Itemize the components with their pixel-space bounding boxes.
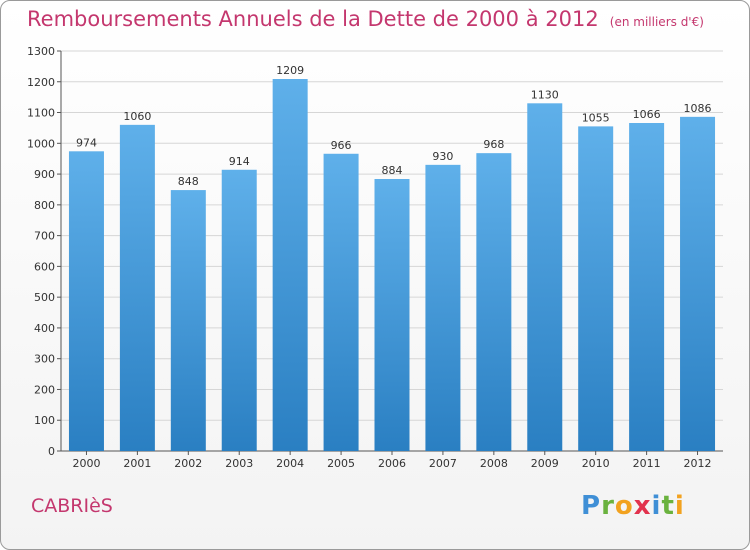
bar bbox=[476, 153, 512, 451]
data-label: 1086 bbox=[684, 102, 712, 115]
logo-letter: i bbox=[651, 491, 662, 521]
y-tick-label: 1100 bbox=[27, 107, 55, 120]
data-label: 848 bbox=[178, 175, 199, 188]
x-tick-label: 2003 bbox=[225, 457, 253, 470]
data-label: 884 bbox=[382, 164, 403, 177]
y-tick-label: 1000 bbox=[27, 137, 55, 150]
x-tick-label: 2000 bbox=[72, 457, 100, 470]
x-tick-label: 2002 bbox=[174, 457, 202, 470]
logo-letter: i bbox=[674, 491, 685, 521]
y-tick-label: 1300 bbox=[27, 45, 55, 58]
x-tick-label: 2012 bbox=[684, 457, 712, 470]
chart-unit-note: (en milliers d'€) bbox=[609, 15, 704, 29]
bar bbox=[170, 190, 206, 452]
x-tick-label: 2004 bbox=[276, 457, 304, 470]
bar bbox=[374, 179, 410, 451]
y-tick-label: 700 bbox=[34, 230, 55, 243]
bar bbox=[323, 153, 359, 451]
y-tick-label: 300 bbox=[34, 353, 55, 366]
x-tick-label: 2008 bbox=[480, 457, 508, 470]
logo-letter: P bbox=[581, 491, 602, 521]
data-label: 930 bbox=[432, 150, 453, 163]
y-tick-label: 600 bbox=[34, 260, 55, 273]
proxiti-logo: Proxiti bbox=[581, 491, 685, 521]
logo-letter: x bbox=[633, 491, 652, 521]
bar bbox=[272, 79, 308, 451]
y-tick-label: 0 bbox=[48, 445, 55, 458]
y-tick-label: 900 bbox=[34, 168, 55, 181]
y-tick-label: 500 bbox=[34, 291, 55, 304]
bar bbox=[578, 126, 614, 451]
bar bbox=[629, 123, 665, 451]
chart-title-row: Remboursements Annuels de la Dette de 20… bbox=[27, 7, 704, 31]
y-tick-label: 200 bbox=[34, 383, 55, 396]
chart-title: Remboursements Annuels de la Dette de 20… bbox=[27, 7, 599, 31]
bar bbox=[680, 116, 716, 451]
y-tick-label: 800 bbox=[34, 199, 55, 212]
bar bbox=[221, 169, 257, 451]
data-label: 974 bbox=[76, 136, 97, 149]
x-tick-label: 2010 bbox=[582, 457, 610, 470]
logo-letter: t bbox=[661, 491, 675, 521]
data-label: 1060 bbox=[123, 110, 151, 123]
data-label: 1066 bbox=[633, 108, 661, 121]
data-label: 914 bbox=[229, 155, 250, 168]
x-tick-label: 2006 bbox=[378, 457, 406, 470]
y-tick-label: 100 bbox=[34, 414, 55, 427]
data-label: 1055 bbox=[582, 111, 610, 124]
logo-letter: r bbox=[601, 491, 615, 521]
x-tick-label: 2009 bbox=[531, 457, 559, 470]
x-tick-label: 2005 bbox=[327, 457, 355, 470]
logo-letter: o bbox=[614, 491, 634, 521]
bar bbox=[425, 164, 461, 451]
x-tick-label: 2011 bbox=[633, 457, 661, 470]
bar bbox=[119, 124, 155, 451]
x-tick-label: 2001 bbox=[123, 457, 151, 470]
data-label: 1130 bbox=[531, 88, 559, 101]
data-label: 1209 bbox=[276, 64, 304, 77]
y-tick-label: 1200 bbox=[27, 76, 55, 89]
x-tick-label: 2007 bbox=[429, 457, 457, 470]
bar bbox=[68, 151, 104, 452]
commune-name: CABRIèS bbox=[31, 495, 113, 517]
y-tick-label: 400 bbox=[34, 322, 55, 335]
data-label: 966 bbox=[331, 139, 352, 152]
bar bbox=[527, 103, 563, 452]
data-label: 968 bbox=[483, 138, 504, 151]
